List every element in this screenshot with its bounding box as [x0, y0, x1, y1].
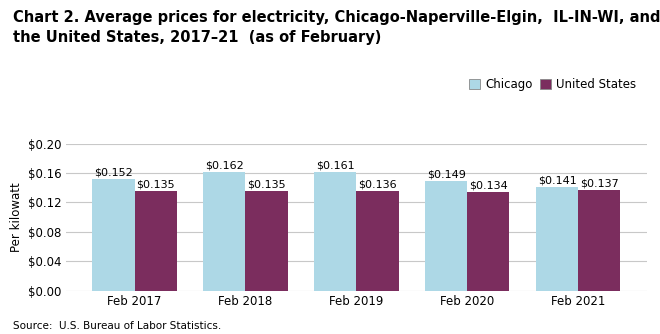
Bar [467, 192, 510, 291]
Legend: Chicago, United States: Chicago, United States [464, 73, 641, 96]
Text: $0.137: $0.137 [580, 178, 618, 188]
Bar [135, 191, 177, 291]
Text: $0.141: $0.141 [538, 175, 577, 185]
Text: $0.149: $0.149 [427, 170, 466, 180]
Text: $0.161: $0.161 [316, 161, 354, 171]
Text: Chart 2. Average prices for electricity, Chicago-Naperville-Elgin,  IL-IN-WI, an: Chart 2. Average prices for electricity,… [13, 10, 660, 45]
Text: $0.134: $0.134 [469, 181, 508, 191]
Bar [246, 191, 288, 291]
Bar [536, 187, 578, 291]
Bar [314, 172, 356, 291]
Text: $0.135: $0.135 [137, 180, 175, 190]
Bar [425, 181, 467, 291]
Text: $0.162: $0.162 [205, 160, 244, 170]
Text: Source:  U.S. Bureau of Labor Statistics.: Source: U.S. Bureau of Labor Statistics. [13, 321, 222, 331]
Text: $0.135: $0.135 [248, 180, 286, 190]
Bar [578, 190, 620, 291]
Bar [92, 179, 135, 291]
Bar [203, 172, 246, 291]
Bar [356, 191, 399, 291]
Text: $0.152: $0.152 [94, 167, 133, 177]
Text: $0.136: $0.136 [358, 179, 397, 189]
Y-axis label: Per kilowatt: Per kilowatt [10, 182, 22, 252]
